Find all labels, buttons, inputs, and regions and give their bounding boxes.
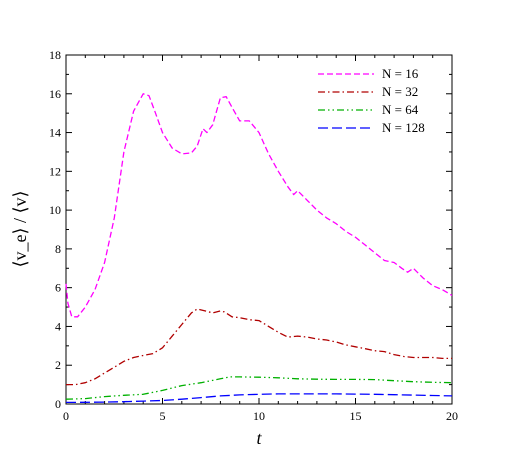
x-tick-label: 20 bbox=[446, 409, 458, 423]
x-axis-label: t bbox=[256, 428, 262, 448]
y-tick-label: 14 bbox=[49, 126, 61, 140]
x-tick-label: 5 bbox=[160, 409, 166, 423]
y-tick-label: 2 bbox=[55, 358, 61, 372]
y-tick-label: 4 bbox=[55, 319, 61, 333]
legend-label-3: N = 64 bbox=[382, 102, 419, 117]
series-group bbox=[65, 93, 453, 404]
series-line-4 bbox=[65, 393, 453, 404]
y-tick-label: 6 bbox=[55, 281, 61, 295]
y-tick-label: 0 bbox=[55, 397, 61, 411]
series-line-3 bbox=[65, 376, 453, 400]
x-tick-label: 10 bbox=[253, 409, 265, 423]
series-line-1 bbox=[65, 93, 453, 318]
legend-label-1: N = 16 bbox=[382, 66, 419, 81]
legend-label-2: N = 32 bbox=[382, 84, 418, 99]
y-tick-label: 18 bbox=[49, 48, 61, 62]
x-tick-label: 0 bbox=[63, 409, 69, 423]
y-axis-label: ⟨v_e⟩ / ⟨v⟩ bbox=[10, 190, 30, 267]
legend-label-4: N = 128 bbox=[382, 120, 425, 135]
legend: N = 16 N = 32 N = 64 N = 128 bbox=[318, 66, 425, 135]
y-tick-label: 8 bbox=[55, 242, 61, 256]
x-tick-label: 15 bbox=[350, 409, 362, 423]
axis-ticks: 0 5 10 15 20 0 2 4 6 8 10 12 14 16 18 bbox=[49, 48, 458, 423]
series-line-2 bbox=[66, 308, 452, 386]
y-tick-label: 16 bbox=[49, 87, 61, 101]
y-tick-label: 12 bbox=[49, 164, 61, 178]
y-tick-label: 10 bbox=[49, 203, 61, 217]
